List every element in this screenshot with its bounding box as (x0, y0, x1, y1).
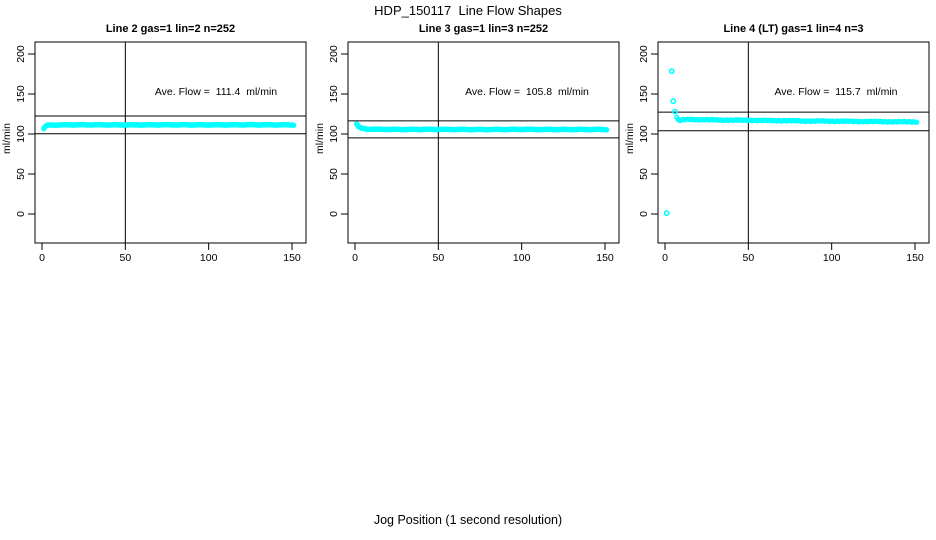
x-tick-label: 100 (513, 252, 531, 264)
flow-outlier-point (663, 210, 670, 217)
x-tick-label: 0 (352, 252, 358, 264)
panel-title-line4: Line 4 (LT) gas=1 lin=4 n=3 (723, 23, 864, 35)
y-tick-label: 200 (328, 45, 340, 63)
y-tick-label: 50 (15, 168, 27, 180)
figure-title: HDP_150117 Line Flow Shapes (374, 3, 562, 18)
y-axis-label: ml/min (1, 123, 13, 154)
flow-data-point (604, 127, 610, 133)
panel-title-line3: Line 3 gas=1 lin=3 n=252 (418, 23, 549, 35)
x-tick-label: 100 (823, 252, 841, 264)
y-axis-label: ml/min (314, 123, 326, 154)
y-tick-label: 0 (328, 211, 340, 217)
x-tick-label: 100 (200, 252, 218, 264)
panel-box (347, 41, 620, 244)
flow-data-point (914, 119, 920, 125)
panel-box (34, 41, 307, 244)
y-tick-label: 100 (328, 125, 340, 143)
x-tick-label: 0 (662, 252, 668, 264)
y-tick-label: 50 (328, 168, 340, 180)
y-tick-label: 150 (15, 85, 27, 103)
y-tick-label: 50 (638, 168, 650, 180)
y-axis-label: ml/min (624, 123, 636, 154)
panel-box (657, 41, 930, 244)
flow-outlier-point (668, 68, 675, 75)
y-tick-label: 200 (15, 45, 27, 63)
panel-title-line2: Line 2 gas=1 lin=2 n=252 (105, 23, 236, 35)
ave-flow-annotation-line4: Ave. Flow = 115.7 ml/min (774, 86, 898, 98)
x-tick-label: 150 (596, 252, 614, 264)
x-tick-label: 50 (432, 252, 444, 264)
x-tick-label: 50 (119, 252, 131, 264)
x-tick-label: 150 (906, 252, 924, 264)
flow-data-point (291, 122, 297, 128)
ave-flow-annotation-line2: Ave. Flow = 111.4 ml/min (154, 86, 278, 98)
y-tick-label: 0 (638, 211, 650, 217)
x-axis-label: Jog Position (1 second resolution) (373, 513, 563, 527)
y-tick-label: 150 (638, 85, 650, 103)
x-tick-label: 150 (283, 252, 301, 264)
y-tick-label: 100 (638, 125, 650, 143)
y-tick-label: 100 (15, 125, 27, 143)
y-tick-label: 200 (638, 45, 650, 63)
x-tick-label: 50 (742, 252, 754, 264)
x-tick-label: 0 (39, 252, 45, 264)
flow-outlier-point (672, 108, 678, 115)
y-tick-label: 150 (328, 85, 340, 103)
ave-flow-annotation-line3: Ave. Flow = 105.8 ml/min (465, 86, 589, 98)
y-tick-label: 0 (15, 211, 27, 217)
flow-outlier-point (670, 98, 677, 105)
